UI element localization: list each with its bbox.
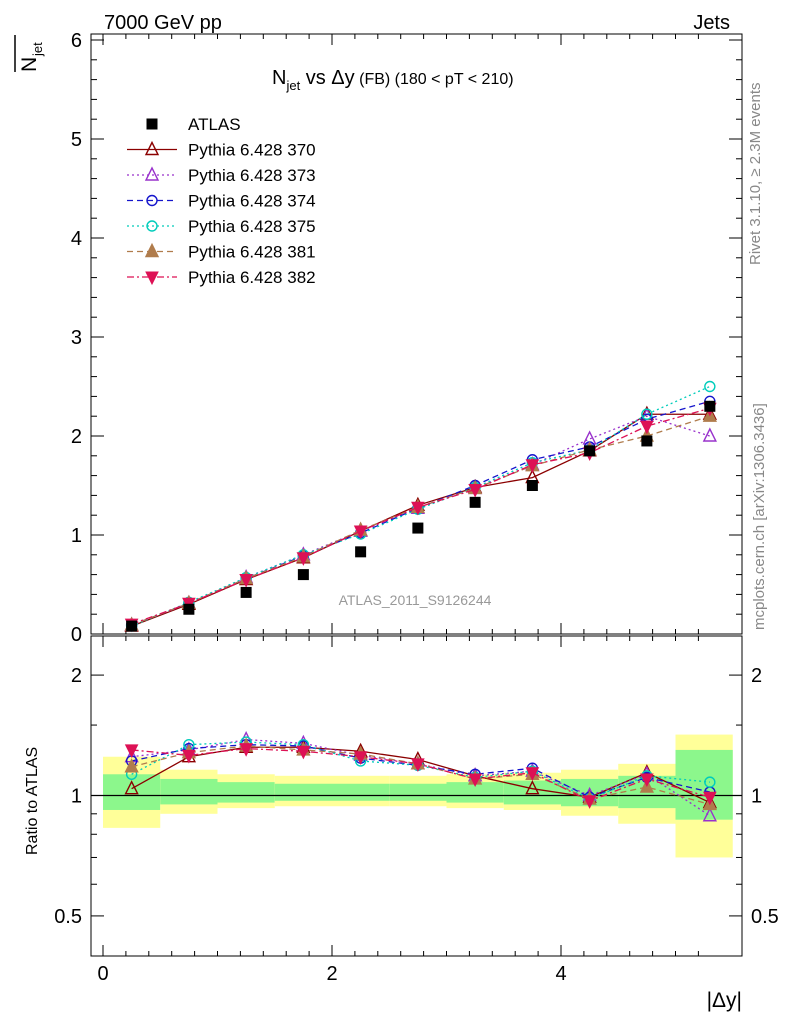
ratio-series-point [703, 791, 717, 806]
legend-marker [146, 118, 158, 130]
ratio-series-point [124, 758, 139, 773]
legend-label: ATLAS [188, 115, 241, 134]
main-series-point [704, 380, 716, 393]
ratio-series-point [296, 745, 311, 760]
main-title: Njet vs Δy (FB) (180 < pT < 210) [272, 67, 514, 93]
ratio-band-stat [332, 783, 390, 801]
main-series-point [641, 408, 653, 420]
main-y-tick-label: 6 [71, 30, 82, 52]
atlas-data-point [526, 480, 538, 491]
main-y-tick-label: 4 [71, 228, 82, 250]
main-y-tick-label: 2 [71, 426, 82, 448]
ratio-series-point [582, 795, 597, 809]
atlas-data-point [641, 435, 653, 447]
legend-marker [144, 242, 160, 258]
atlas-data-point [355, 546, 367, 558]
title-small: (FB) [355, 71, 391, 88]
ratio-series-point [353, 751, 368, 765]
energy-label: 7000 GeV pp [104, 12, 222, 34]
atlas-data-point [240, 586, 252, 598]
ratio-band-stat [217, 782, 275, 803]
atlas-data-point [412, 522, 424, 534]
ratio-ylabel: Ratio to ATLAS [24, 747, 41, 855]
main-y-tick-label: 5 [71, 129, 82, 151]
main-series-line [131, 407, 711, 625]
header: 7000 GeV pp Jets [104, 12, 730, 34]
main-series-line [131, 415, 711, 626]
atlas-data-point [126, 620, 138, 632]
main-series-point [640, 420, 654, 435]
atlas-data-point [704, 400, 716, 412]
ratio-band-stat [446, 782, 504, 803]
title-sub: jet [285, 78, 300, 93]
ratio-series-point [124, 780, 139, 795]
x-tick-label: 2 [326, 963, 337, 985]
main-series-point [702, 427, 717, 442]
main-frame [90, 33, 743, 635]
x-tick-label: 4 [555, 963, 566, 985]
main-y-tick-label: 1 [71, 525, 82, 547]
main-series-line [131, 415, 711, 626]
atlas-data-point [584, 445, 596, 457]
ratio-y-tick-label: 0.5 [54, 906, 82, 928]
legend-marker [145, 271, 159, 286]
ratio-y-tick-label-right: 1 [751, 786, 762, 808]
legend-label: Pythia 6.428 374 [188, 192, 316, 211]
title-vs: vs Δy [300, 67, 354, 89]
ratio-series-point [525, 780, 540, 795]
main-ylabel-sub: jet [30, 42, 45, 57]
main-y-tick-label: 0 [71, 624, 82, 646]
legend-marker [146, 194, 158, 207]
main-series-point [411, 501, 425, 516]
category-label: Jets [693, 12, 730, 34]
main-series-point [525, 459, 540, 473]
ratio-series-point [182, 749, 196, 764]
legend-label: Pythia 6.428 373 [188, 166, 316, 185]
legend-label: Pythia 6.428 375 [188, 217, 316, 236]
legend-marker [144, 140, 160, 156]
main-ylabel: N jet [14, 35, 45, 72]
ratio-series-point [525, 767, 540, 781]
ratio-series-point [124, 744, 139, 759]
ratio-y-tick-label-right: 2 [751, 665, 762, 687]
title-main: N [272, 67, 286, 89]
ratio-series-point [239, 743, 253, 757]
atlas-data-point [183, 603, 195, 615]
ratio-series-point [411, 758, 425, 772]
ratio-series-line [131, 738, 711, 817]
main-ylabel-main: N [18, 57, 41, 72]
ratio-series-point [702, 807, 717, 822]
analysis-label: ATLAS_2011_S9126244 [339, 592, 492, 608]
main-series-point [239, 574, 253, 588]
ratio-y-tick-label: 2 [71, 665, 82, 687]
ratio-series-point [640, 773, 654, 788]
legend-label: Pythia 6.428 381 [188, 243, 316, 262]
ratio-y-tick-label-right: 0.5 [751, 906, 779, 928]
ratio-band-stat [274, 783, 332, 801]
rivet-label: Rivet 3.1.10, ≥ 2.3M events [747, 83, 764, 266]
legend-label: Pythia 6.428 382 [188, 268, 316, 287]
ratio-band-stat [503, 780, 561, 805]
main-series-point [353, 525, 368, 540]
x-axis-label: |Δy| [707, 989, 742, 1012]
x-tick-label: 0 [97, 963, 108, 985]
atlas-data-point [297, 569, 309, 581]
ratio-series-point [704, 776, 716, 788]
ratio-band-stat [389, 783, 447, 801]
ratio-band-stat [160, 778, 218, 805]
main-y-tick-label: 3 [71, 327, 82, 349]
ratio-y-tick-label: 1 [71, 786, 82, 808]
atlas-data-point [469, 496, 481, 508]
mcplots-label: mcplots.cern.ch [arXiv:1306.3436] [751, 403, 768, 630]
title-cut: (180 < pT < 210) [390, 71, 513, 88]
legend-marker [146, 220, 158, 232]
main-series-point [468, 483, 482, 498]
legend-label: Pythia 6.428 370 [188, 141, 316, 160]
main-series-point [296, 552, 311, 566]
legend-marker [144, 166, 160, 181]
ratio-series-point [468, 773, 482, 788]
